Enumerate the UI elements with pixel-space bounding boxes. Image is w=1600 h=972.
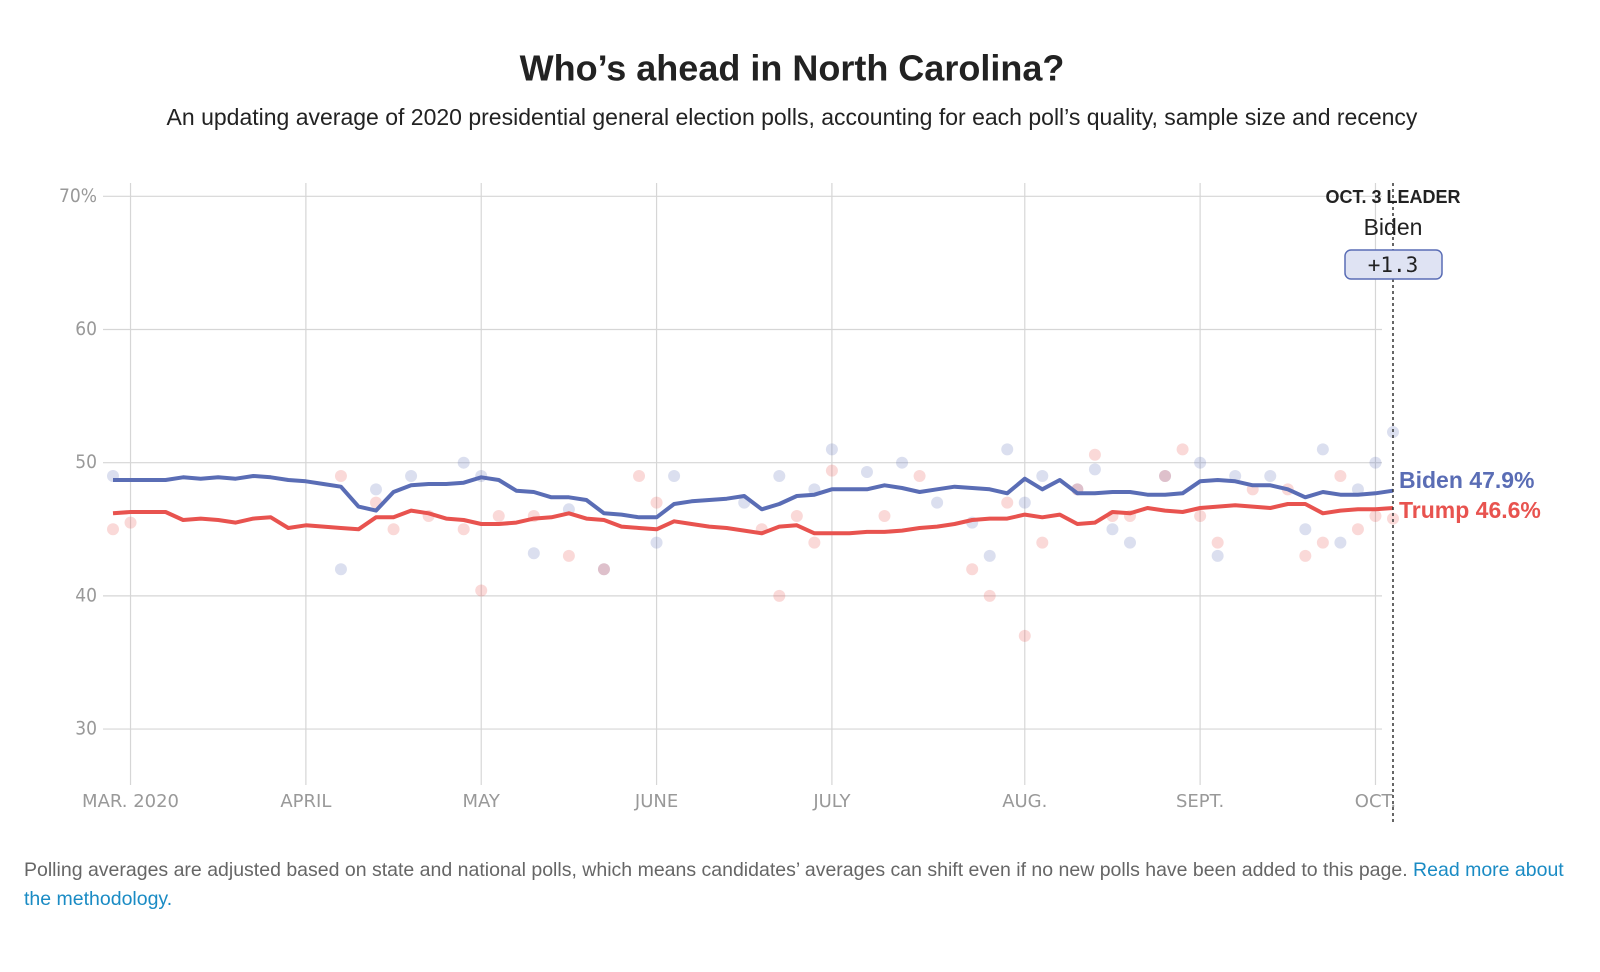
- poll-dot: [1018, 496, 1031, 509]
- poll-dot: [1229, 470, 1242, 483]
- poll-dot: [1264, 470, 1277, 483]
- poll-dot: [860, 466, 873, 479]
- poll-dot: [334, 470, 347, 483]
- poll-dot: [983, 589, 996, 602]
- poll-dot: [668, 470, 681, 483]
- poll-dot: [1036, 470, 1049, 483]
- poll-dot: [913, 470, 926, 483]
- poll-dot: [457, 523, 470, 536]
- y-tick-label: 60: [75, 318, 97, 340]
- footnote-text: Polling averages are adjusted based on s…: [24, 859, 1408, 881]
- poll-dot: [1159, 470, 1172, 483]
- poll-dot: [1351, 523, 1364, 536]
- poll-dot: [650, 496, 663, 509]
- poll-dot: [1194, 456, 1207, 469]
- poll-dot: [1351, 483, 1364, 496]
- poll-dot: [334, 563, 347, 576]
- poll-dot: [1334, 470, 1347, 483]
- poll-dot: [1299, 523, 1312, 536]
- poll-dot: [475, 584, 488, 597]
- y-tick-label: 70%: [59, 185, 97, 207]
- footnote: Polling averages are adjusted based on s…: [24, 856, 1564, 914]
- x-tick-label: APRIL: [280, 791, 331, 812]
- x-tick-label: OCT.: [1355, 791, 1396, 812]
- poll-dot: [825, 464, 838, 477]
- x-tick-label: MAR. 2020: [82, 791, 179, 812]
- poll-dot: [773, 589, 786, 602]
- poll-dot: [1194, 509, 1207, 522]
- poll-dot: [597, 563, 610, 576]
- poll-dot: [983, 549, 996, 562]
- grid: 70% 30 40 50 60 MAR. 2020 APRIL MAY JUNE JULY AUG.…: [59, 183, 1396, 812]
- poll-dot: [966, 563, 979, 576]
- x-tick-label: AUG.: [1002, 791, 1047, 812]
- poll-dot: [370, 483, 383, 496]
- poll-dot: [825, 443, 838, 456]
- poll-dot: [405, 470, 418, 483]
- y-tick-label: 30: [75, 718, 97, 740]
- poll-dot: [808, 536, 821, 549]
- x-tick-label: JULY: [812, 791, 851, 812]
- poll-dot: [124, 516, 137, 529]
- poll-dot: [492, 509, 505, 522]
- poll-dot: [457, 456, 470, 469]
- y-tick-label: 40: [75, 584, 97, 606]
- poll-dot: [1369, 456, 1382, 469]
- methodology-link[interactable]: Read more about the methodology.: [24, 859, 1564, 910]
- poll-dot: [1088, 448, 1101, 461]
- poll-dot: [1176, 443, 1189, 456]
- poll-dot: [1299, 549, 1312, 562]
- average-line: [112, 502, 1394, 536]
- poll-dot: [562, 549, 575, 562]
- poll-dot: [896, 456, 909, 469]
- poll-dot: [1211, 536, 1224, 549]
- x-tick-label: MAY: [462, 791, 500, 812]
- poll-dot: [1387, 426, 1399, 439]
- poll-dot: [1159, 470, 1172, 483]
- poll-dot: [527, 547, 540, 560]
- poll-dot: [1334, 536, 1347, 549]
- y-tick-label: 50: [75, 451, 97, 473]
- poll-dot: [597, 563, 610, 576]
- poll-dot: [1018, 629, 1031, 642]
- poll-dot: [650, 536, 663, 549]
- average-line: [113, 474, 1394, 520]
- poll-dot: [1001, 443, 1014, 456]
- poll-dot: [1088, 463, 1101, 476]
- chart: Who’s ahead in North Carolina? An updati…: [59, 48, 1541, 825]
- poll-dot: [1001, 496, 1014, 509]
- leader-box: [1344, 249, 1443, 280]
- chart-title: Who’s ahead in North Carolina?: [520, 48, 1065, 89]
- poll-dot: [1036, 536, 1049, 549]
- leader-heading: OCT. 3 LEADER: [1325, 187, 1460, 207]
- poll-dot: [1123, 536, 1136, 549]
- leader-name: Biden: [1364, 214, 1423, 240]
- poll-dot: [878, 509, 891, 522]
- poll-dot: [633, 470, 646, 483]
- x-tick-label: SEPT.: [1176, 791, 1224, 812]
- poll-dot: [1387, 512, 1399, 525]
- poll-dot: [931, 496, 944, 509]
- end-label: Trump 46.6%: [1399, 497, 1541, 523]
- poll-dot: [790, 509, 803, 522]
- poll-dot: [1106, 523, 1119, 536]
- end-label: Biden 47.9%: [1399, 467, 1535, 493]
- poll-dot: [1211, 549, 1224, 562]
- poll-dot: [1316, 443, 1329, 456]
- poll-dot: [107, 523, 119, 536]
- poll-dot: [773, 470, 786, 483]
- poll-dot: [1369, 509, 1382, 522]
- poll-dot: [387, 523, 400, 536]
- x-tick-label: JUNE: [634, 791, 678, 812]
- lines: Biden 47.9% Trump 46.6%: [112, 467, 1541, 536]
- chart-subtitle: An updating average of 2020 presidential…: [167, 104, 1418, 130]
- poll-dot: [1316, 536, 1329, 549]
- leader-margin: +1.3: [1368, 253, 1419, 277]
